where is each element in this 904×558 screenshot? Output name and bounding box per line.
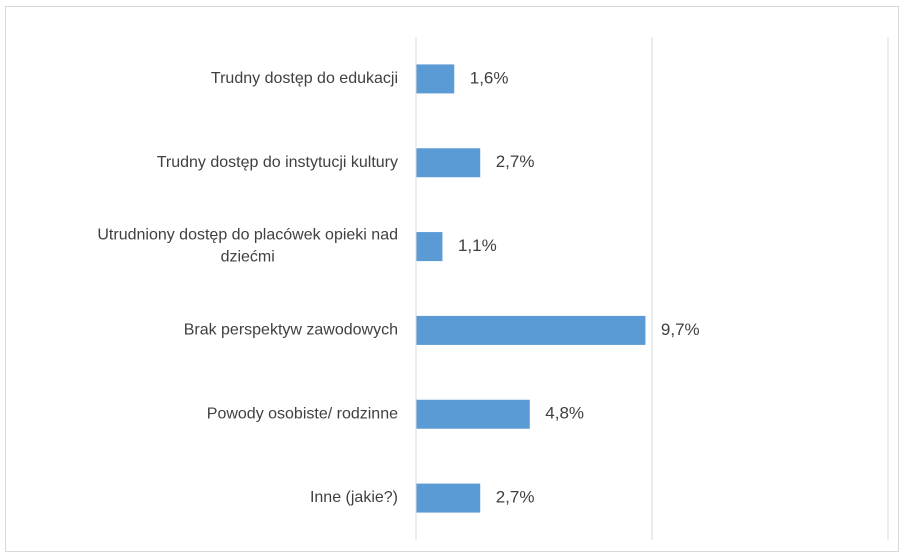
bar-5 — [416, 483, 481, 513]
category-label-2: Utrudniony dostęp do placówek opieki nad… — [97, 227, 398, 266]
value-label-1: 2,7% — [496, 152, 535, 171]
value-label-2: 1,1% — [458, 236, 497, 255]
chart-area — [5, 6, 899, 552]
category-label-5: Inne (jakie?) — [310, 489, 398, 506]
bars — [416, 64, 646, 513]
value-labels: 1,6% 2,7% 1,1% 9,7% 4,8% 2,7% — [458, 68, 700, 506]
bar-4 — [416, 399, 530, 429]
value-label-0: 1,6% — [470, 68, 509, 87]
category-label-3: Brak perspektyw zawodowych — [184, 322, 398, 339]
gridlines — [415, 37, 889, 540]
category-label-0: Trudny dostęp do edukacji — [211, 70, 398, 87]
category-label-1: Trudny dostęp do instytucji kultury — [157, 154, 398, 171]
value-label-3: 9,7% — [661, 320, 700, 339]
category-labels: Trudny dostęp do edukacji Trudny dostęp d… — [97, 70, 398, 506]
bar-1 — [416, 148, 481, 178]
value-label-5: 2,7% — [496, 488, 535, 507]
value-label-4: 4,8% — [545, 404, 584, 423]
bar-2 — [416, 232, 443, 262]
bar-3 — [416, 315, 646, 345]
category-label-4: Powody osobiste/ rodzinne — [207, 405, 398, 422]
bar-0 — [416, 64, 455, 94]
